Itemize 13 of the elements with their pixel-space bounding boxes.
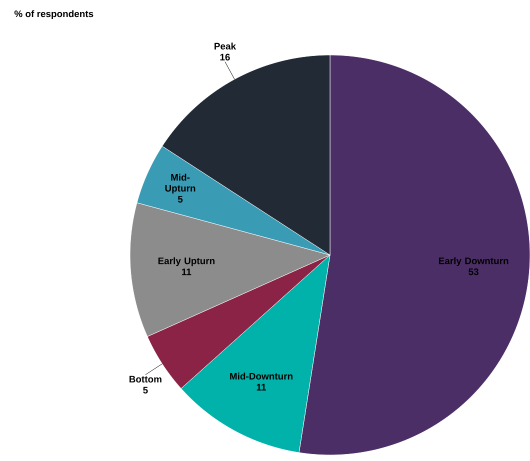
data-label: 5 (143, 386, 148, 394)
data-label: 5 (178, 196, 183, 203)
slice-label: Mid-Downturn (230, 372, 292, 380)
slice-label: Early Upturn (158, 257, 215, 266)
data-label: 11 (182, 268, 192, 276)
data-label: 11 (256, 384, 266, 390)
slice-label: Early Downturn (438, 257, 508, 266)
chart-title: % of respondents (14, 10, 94, 20)
slice-label: Bottom (130, 376, 162, 383)
data-label: 53 (468, 268, 478, 276)
slice-label: Peak (214, 42, 236, 50)
slice-label: Mid-Upturn (165, 174, 196, 194)
data-label: 16 (220, 54, 230, 60)
